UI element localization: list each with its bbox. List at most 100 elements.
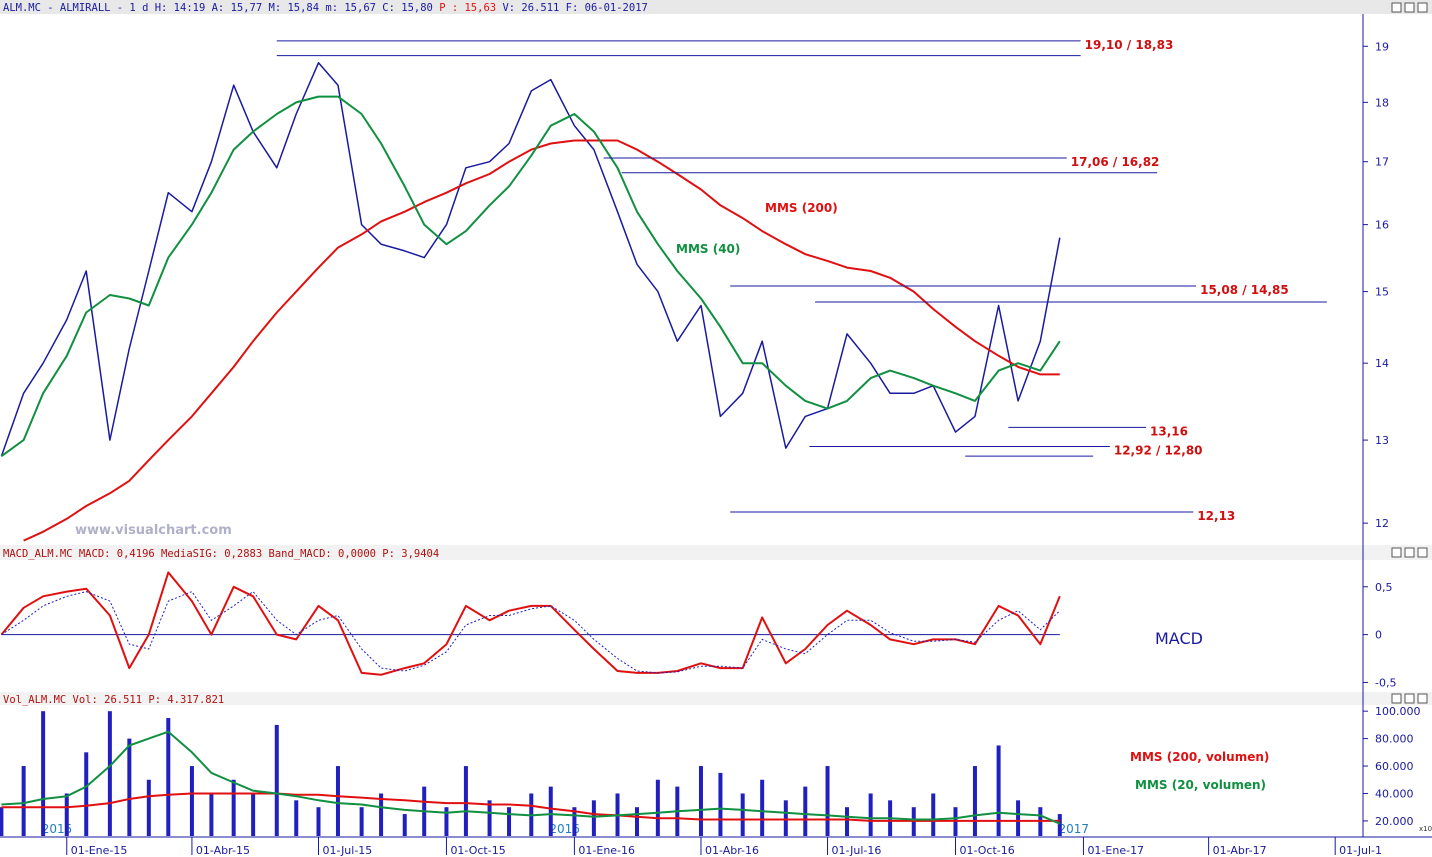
volume-bar xyxy=(231,779,236,836)
button[interactable] xyxy=(1404,693,1415,704)
x-tick-label: 01-Jul-1 xyxy=(1339,844,1382,857)
volume-bar xyxy=(548,786,553,836)
x-tick-label: 01-Oct-15 xyxy=(450,844,505,857)
volume-bar xyxy=(845,807,850,836)
level-label: 19,10 / 18,83 xyxy=(1085,38,1174,52)
series-line xyxy=(0,571,1061,676)
window-buttons[interactable] xyxy=(1391,2,1428,704)
x-tick-label: 01-Abr-16 xyxy=(705,844,759,857)
price-line xyxy=(0,62,1061,457)
button[interactable] xyxy=(1417,547,1428,558)
y-tick-label: 60.000 xyxy=(1375,760,1414,773)
button[interactable] xyxy=(1404,547,1415,558)
panel-title: MACD_ALM.MC MACD: 0,4196 MediaSIG: 0,288… xyxy=(3,548,439,560)
volume-bar xyxy=(803,786,808,836)
y-tick-label: 16 xyxy=(1375,219,1389,232)
button[interactable] xyxy=(1417,2,1428,13)
volume-bar xyxy=(718,772,723,836)
x-tick-label: 01-Jul-16 xyxy=(832,844,882,857)
volume-bar xyxy=(316,807,321,836)
panel-title: Vol_ALM.MC Vol: 26.511 P: 4.317.821 xyxy=(3,694,224,706)
volume-bar xyxy=(463,766,468,836)
y-tick-label: 20.000 xyxy=(1375,815,1414,828)
volume-bar xyxy=(146,779,151,836)
volume-bar xyxy=(209,793,214,836)
legend-label: MACD xyxy=(1155,629,1203,648)
volume-bar xyxy=(783,800,788,836)
x-tick-label: 01-Ene-15 xyxy=(71,844,128,857)
header-highlight: P : 15,63 xyxy=(439,2,496,14)
volume-bar xyxy=(444,807,449,836)
button[interactable] xyxy=(1391,2,1402,13)
volume-bar xyxy=(487,800,492,836)
volume-bar xyxy=(127,738,132,836)
volume-bar xyxy=(41,711,46,836)
watermark: www.visualchart.com xyxy=(75,523,232,538)
legend-label: MMS (200, volumen) xyxy=(1130,750,1269,764)
series-line xyxy=(0,95,1061,458)
y-tick-label: 19 xyxy=(1375,40,1389,53)
volume-bar xyxy=(507,807,512,836)
button[interactable] xyxy=(1404,2,1415,13)
volume-bar xyxy=(572,807,577,836)
volume-bar xyxy=(655,779,660,836)
y-tick-label: 17 xyxy=(1375,156,1389,169)
volume-bar xyxy=(21,766,26,836)
vol-header-bar xyxy=(0,692,1432,705)
button[interactable] xyxy=(1391,547,1402,558)
header-bar xyxy=(0,0,1432,14)
y-tick-label: -0,5 xyxy=(1375,676,1396,689)
series-line xyxy=(23,139,1060,542)
volume-bar xyxy=(634,807,639,836)
y-tick-label: 0 xyxy=(1375,629,1382,642)
volume-bar xyxy=(274,724,279,836)
x-tick-label: 01-Oct-16 xyxy=(959,844,1014,857)
y-tick-label: 0,5 xyxy=(1375,581,1393,594)
volume-bar xyxy=(591,800,596,836)
level-label: 12,92 / 12,80 xyxy=(1114,443,1203,457)
volume-bar xyxy=(1057,814,1062,836)
button[interactable] xyxy=(1391,693,1402,704)
level-label: 15,08 / 14,85 xyxy=(1200,283,1289,297)
volume-bar xyxy=(84,752,89,836)
volume-bar xyxy=(402,814,407,836)
x-tick-label: 01-Jul-15 xyxy=(322,844,372,857)
volume-bar xyxy=(379,793,384,836)
volume-bar xyxy=(166,718,171,836)
volume-bar xyxy=(64,793,69,836)
button[interactable] xyxy=(1417,693,1428,704)
level-label: 12,13 xyxy=(1197,509,1235,523)
header-main: ALM.MC - ALMIRALL - 1 d H: 14:19 A: 15,7… xyxy=(3,2,433,14)
x-tick-label: 01-Ene-17 xyxy=(1087,844,1144,857)
x-tick-label: 01-Abr-17 xyxy=(1213,844,1267,857)
volume-bar xyxy=(698,766,703,836)
legend-label: MMS (40) xyxy=(676,242,740,256)
y-tick-label: 18 xyxy=(1375,96,1389,109)
y-tick-label: 15 xyxy=(1375,286,1389,299)
level-label: 13,16 xyxy=(1150,424,1188,438)
volume-bar xyxy=(825,766,830,836)
legend-label: MMS (20, volumen) xyxy=(1135,778,1266,792)
volume-bar xyxy=(931,793,936,836)
series-line xyxy=(1,792,1060,822)
level-label: 17,06 / 16,82 xyxy=(1071,155,1160,169)
series-line xyxy=(1,591,1061,674)
volume-bar xyxy=(0,807,4,836)
volume-bar xyxy=(189,766,194,836)
year-label: 2016 xyxy=(549,822,580,836)
y-tick-label: 12 xyxy=(1375,517,1389,530)
header: ALM.MC - ALMIRALL - 1 d H: 14:19 A: 15,7… xyxy=(3,2,648,14)
year-label: 2015 xyxy=(42,822,73,836)
y-tick-label: 100.000 xyxy=(1375,705,1421,718)
volume-bar xyxy=(996,745,1001,836)
y-tick-label: 13 xyxy=(1375,434,1389,447)
legend-label: MMS (200) xyxy=(765,201,838,215)
volume-bar xyxy=(760,779,765,836)
macd-header-bar xyxy=(0,545,1432,560)
volume-bar xyxy=(740,793,745,836)
volume-bar xyxy=(868,793,873,836)
volume-bar xyxy=(335,766,340,836)
header-rest: V: 26.511 F: 06-01-2017 xyxy=(502,2,647,14)
volume-bar xyxy=(1016,800,1021,836)
y-tick-label: 40.000 xyxy=(1375,787,1414,800)
